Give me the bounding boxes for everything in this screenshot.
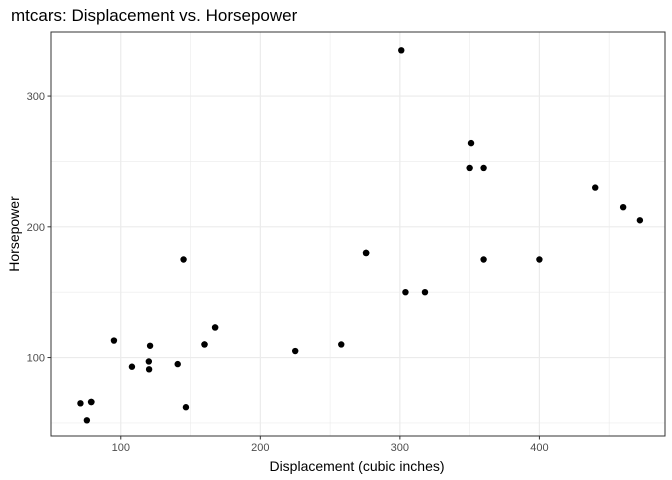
data-point <box>398 47 405 54</box>
y-axis-ticks: 100 200 300 <box>27 91 51 365</box>
data-point <box>619 203 627 211</box>
data-point <box>88 398 95 406</box>
data-point <box>146 342 154 349</box>
x-tick-label: 300 <box>391 442 409 454</box>
data-point <box>480 256 487 263</box>
x-axis-ticks: 100 200 300 400 <box>112 436 549 454</box>
data-point <box>292 347 299 355</box>
major-gridlines <box>51 32 665 436</box>
x-tick-label: 200 <box>251 442 269 454</box>
panel-border <box>50 31 666 437</box>
data-point <box>145 366 153 373</box>
y-tick-label: 200 <box>27 222 45 234</box>
y-tick-label: 100 <box>27 353 45 365</box>
data-point <box>77 400 84 407</box>
minor-gridlines <box>50 32 665 436</box>
data-point <box>467 139 475 147</box>
y-axis-title: Horsepower <box>6 196 22 272</box>
data-point <box>636 217 644 224</box>
y-tick-label: 300 <box>27 91 45 103</box>
data-point <box>201 341 208 348</box>
data-point <box>83 417 91 424</box>
data-point <box>421 288 429 296</box>
data-point <box>182 404 190 411</box>
data-point <box>180 256 187 263</box>
x-tick-label: 400 <box>530 442 548 454</box>
data-point <box>128 363 136 370</box>
data-point <box>536 256 543 263</box>
chart-title: mtcars: Displacement vs. Horsepower <box>11 6 298 25</box>
data-point <box>402 288 409 296</box>
data-point <box>110 337 118 344</box>
data-point <box>145 358 153 365</box>
data-point <box>211 324 219 331</box>
data-point <box>174 360 181 368</box>
x-tick-label: 100 <box>112 442 130 454</box>
data-point <box>592 184 599 191</box>
data-point <box>338 341 345 348</box>
data-points <box>77 47 644 424</box>
data-point <box>480 164 487 172</box>
data-point <box>466 164 473 172</box>
x-axis-title: Displacement (cubic inches) <box>269 458 444 474</box>
data-point <box>362 249 370 257</box>
